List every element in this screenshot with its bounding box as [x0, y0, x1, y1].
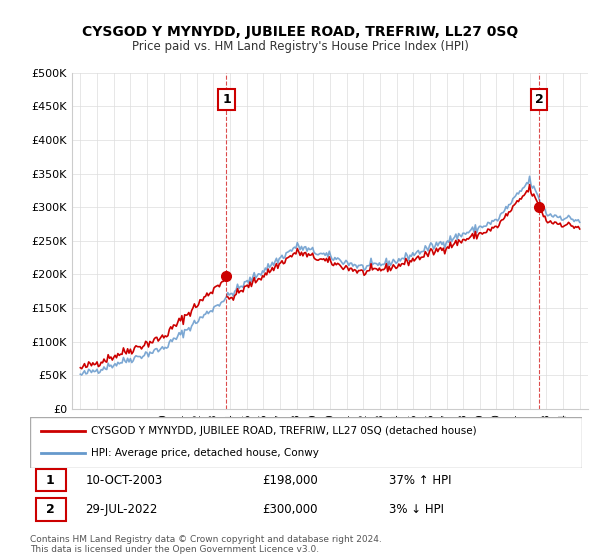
Text: CYSGOD Y MYNYDD, JUBILEE ROAD, TREFRIW, LL27 0SQ (detached house): CYSGOD Y MYNYDD, JUBILEE ROAD, TREFRIW, …: [91, 426, 476, 436]
Text: 37% ↑ HPI: 37% ↑ HPI: [389, 474, 451, 487]
Text: £300,000: £300,000: [262, 503, 317, 516]
Text: 2: 2: [46, 503, 55, 516]
Text: 10-OCT-2003: 10-OCT-2003: [85, 474, 163, 487]
Text: 29-JUL-2022: 29-JUL-2022: [85, 503, 158, 516]
Text: 3% ↓ HPI: 3% ↓ HPI: [389, 503, 444, 516]
Text: Contains HM Land Registry data © Crown copyright and database right 2024.
This d: Contains HM Land Registry data © Crown c…: [30, 535, 382, 554]
Text: CYSGOD Y MYNYDD, JUBILEE ROAD, TREFRIW, LL27 0SQ: CYSGOD Y MYNYDD, JUBILEE ROAD, TREFRIW, …: [82, 25, 518, 39]
Text: HPI: Average price, detached house, Conwy: HPI: Average price, detached house, Conw…: [91, 449, 319, 459]
FancyBboxPatch shape: [30, 417, 582, 468]
Text: £198,000: £198,000: [262, 474, 317, 487]
Text: Price paid vs. HM Land Registry's House Price Index (HPI): Price paid vs. HM Land Registry's House …: [131, 40, 469, 53]
FancyBboxPatch shape: [35, 469, 66, 491]
Text: 1: 1: [222, 93, 231, 106]
Text: 1: 1: [46, 474, 55, 487]
Text: 2: 2: [535, 93, 544, 106]
FancyBboxPatch shape: [35, 498, 66, 521]
